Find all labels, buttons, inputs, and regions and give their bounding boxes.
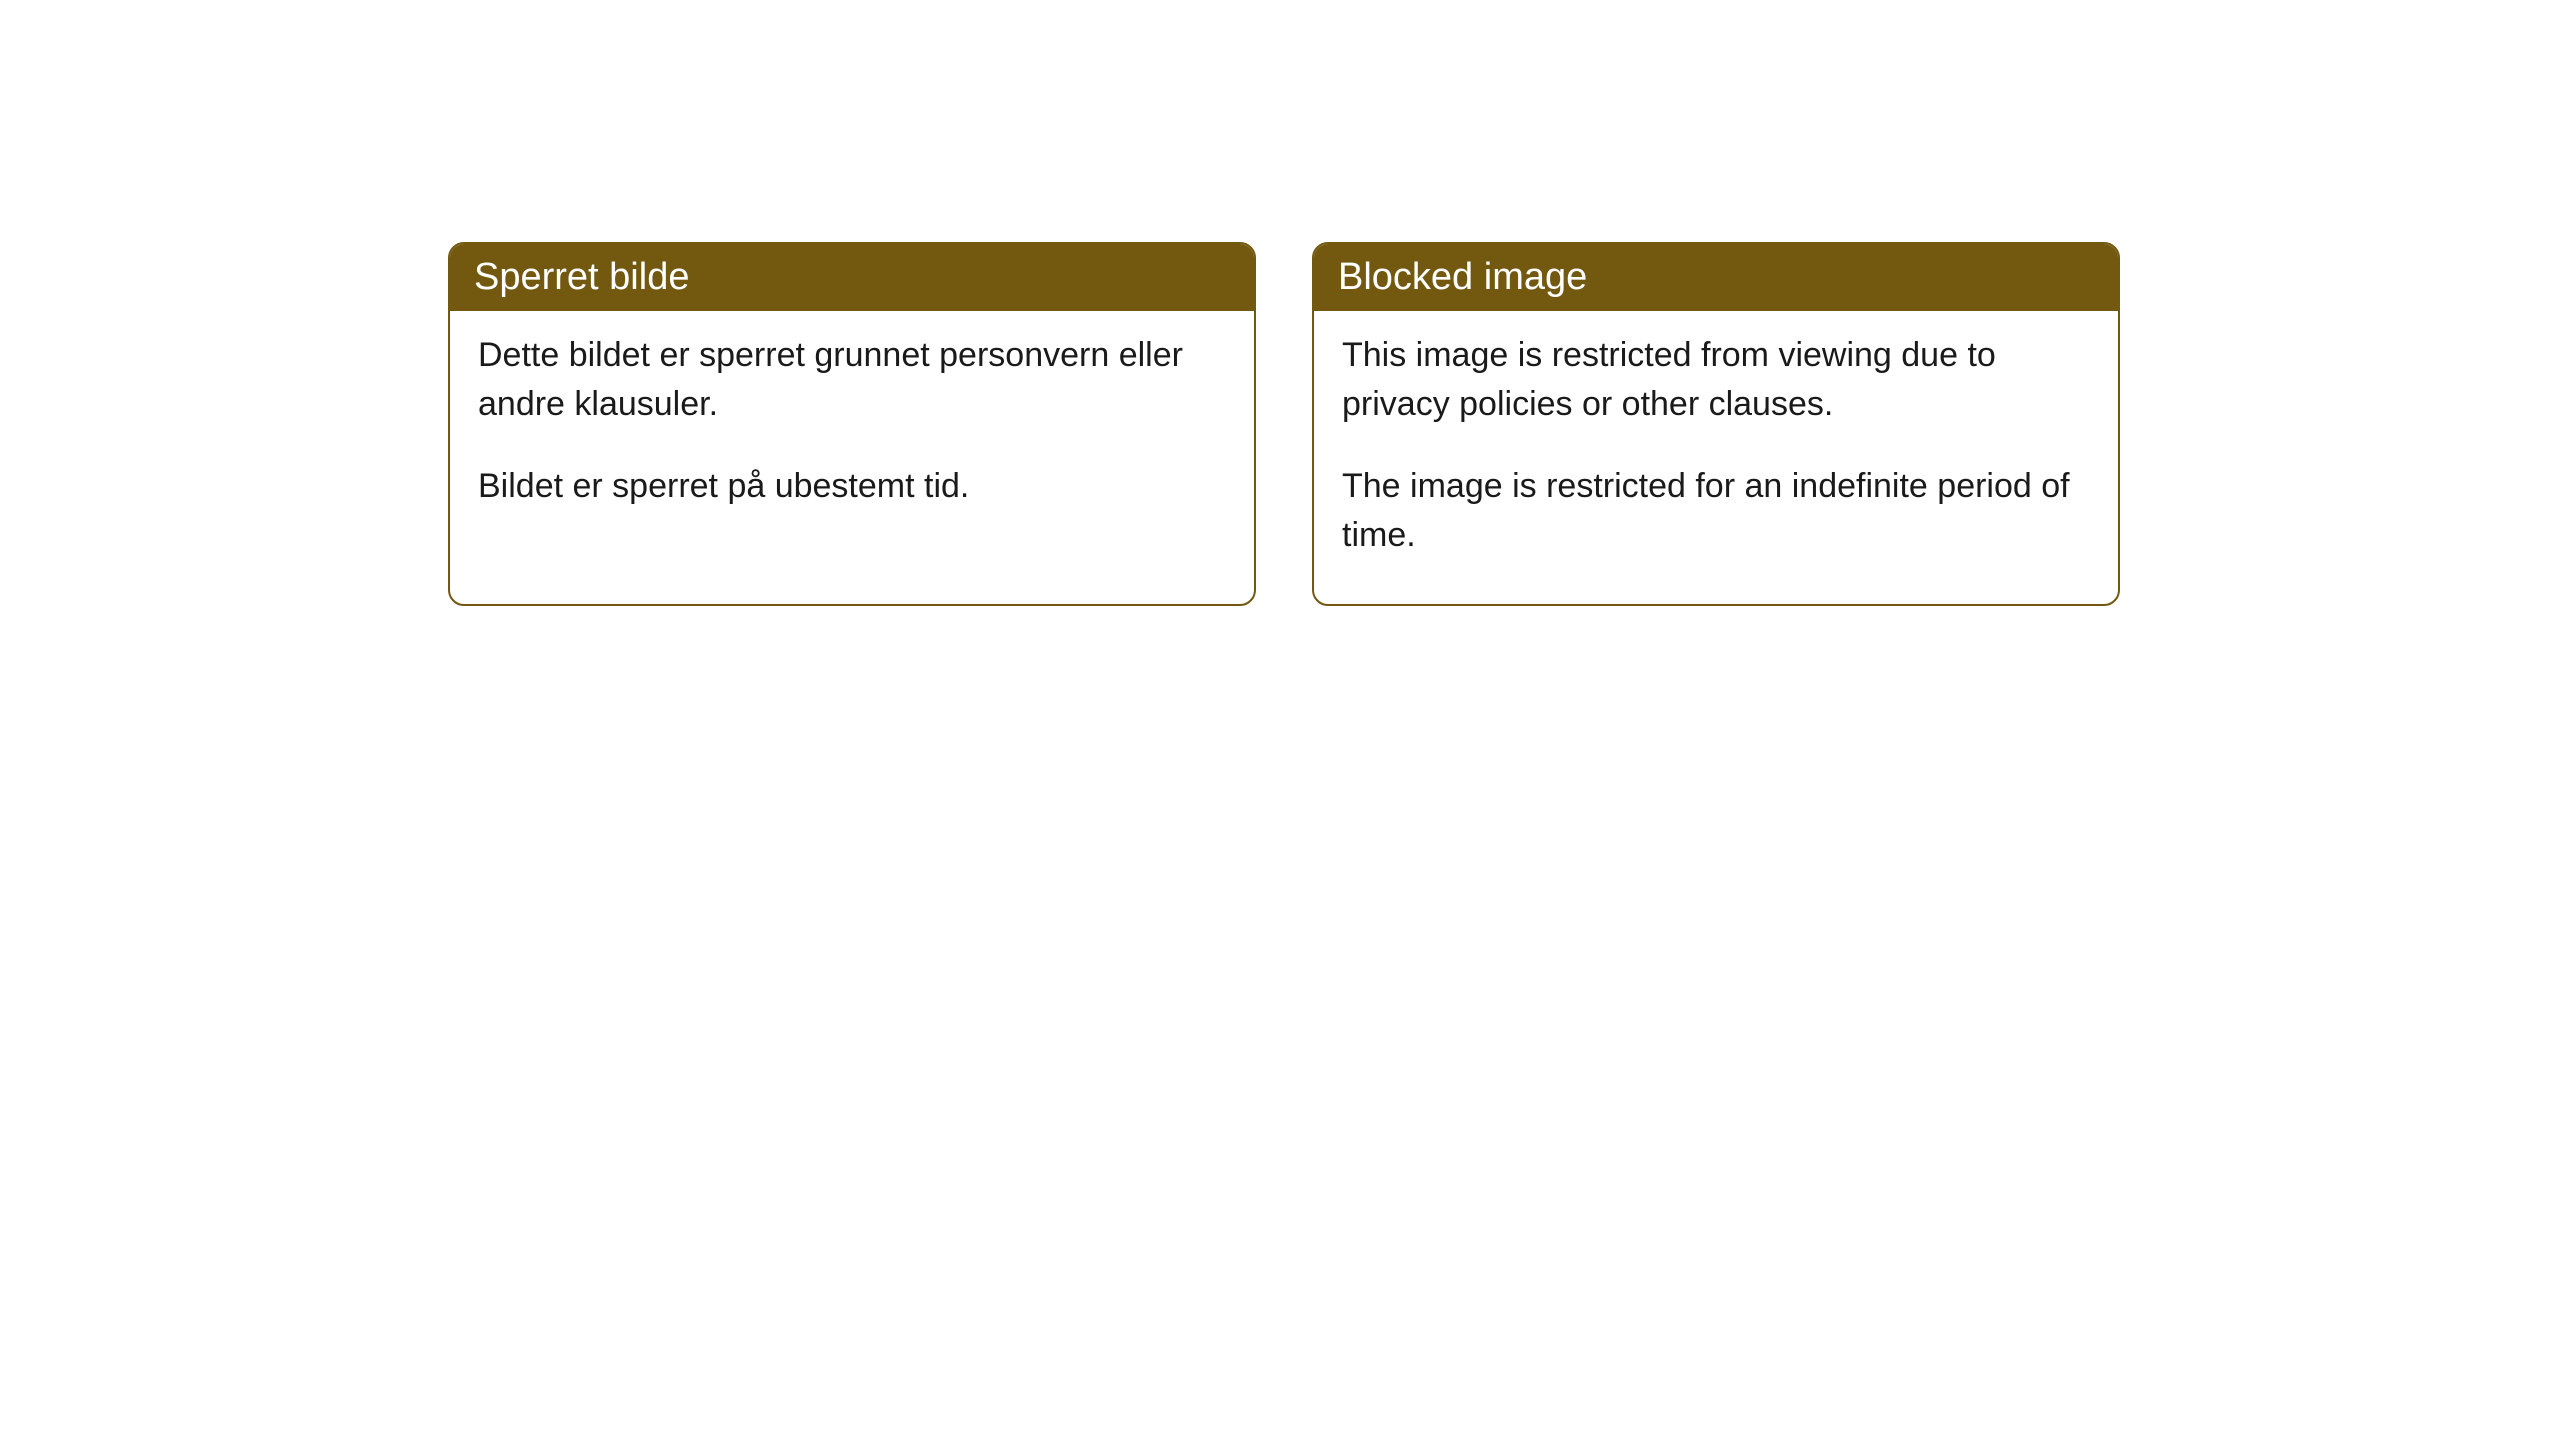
card-paragraph: Bildet er sperret på ubestemt tid. [478,462,1226,511]
card-title: Blocked image [1338,256,1587,298]
card-header: Blocked image [1314,244,2118,311]
blocked-image-card-english: Blocked image This image is restricted f… [1312,242,2120,606]
notice-container: Sperret bilde Dette bildet er sperret gr… [0,0,2560,606]
card-body: Dette bildet er sperret grunnet personve… [450,311,1254,555]
card-title: Sperret bilde [474,256,689,298]
card-paragraph: The image is restricted for an indefinit… [1342,462,2090,561]
card-body: This image is restricted from viewing du… [1314,311,2118,604]
card-header: Sperret bilde [450,244,1254,311]
card-paragraph: This image is restricted from viewing du… [1342,331,2090,430]
card-paragraph: Dette bildet er sperret grunnet personve… [478,331,1226,430]
blocked-image-card-norwegian: Sperret bilde Dette bildet er sperret gr… [448,242,1256,606]
